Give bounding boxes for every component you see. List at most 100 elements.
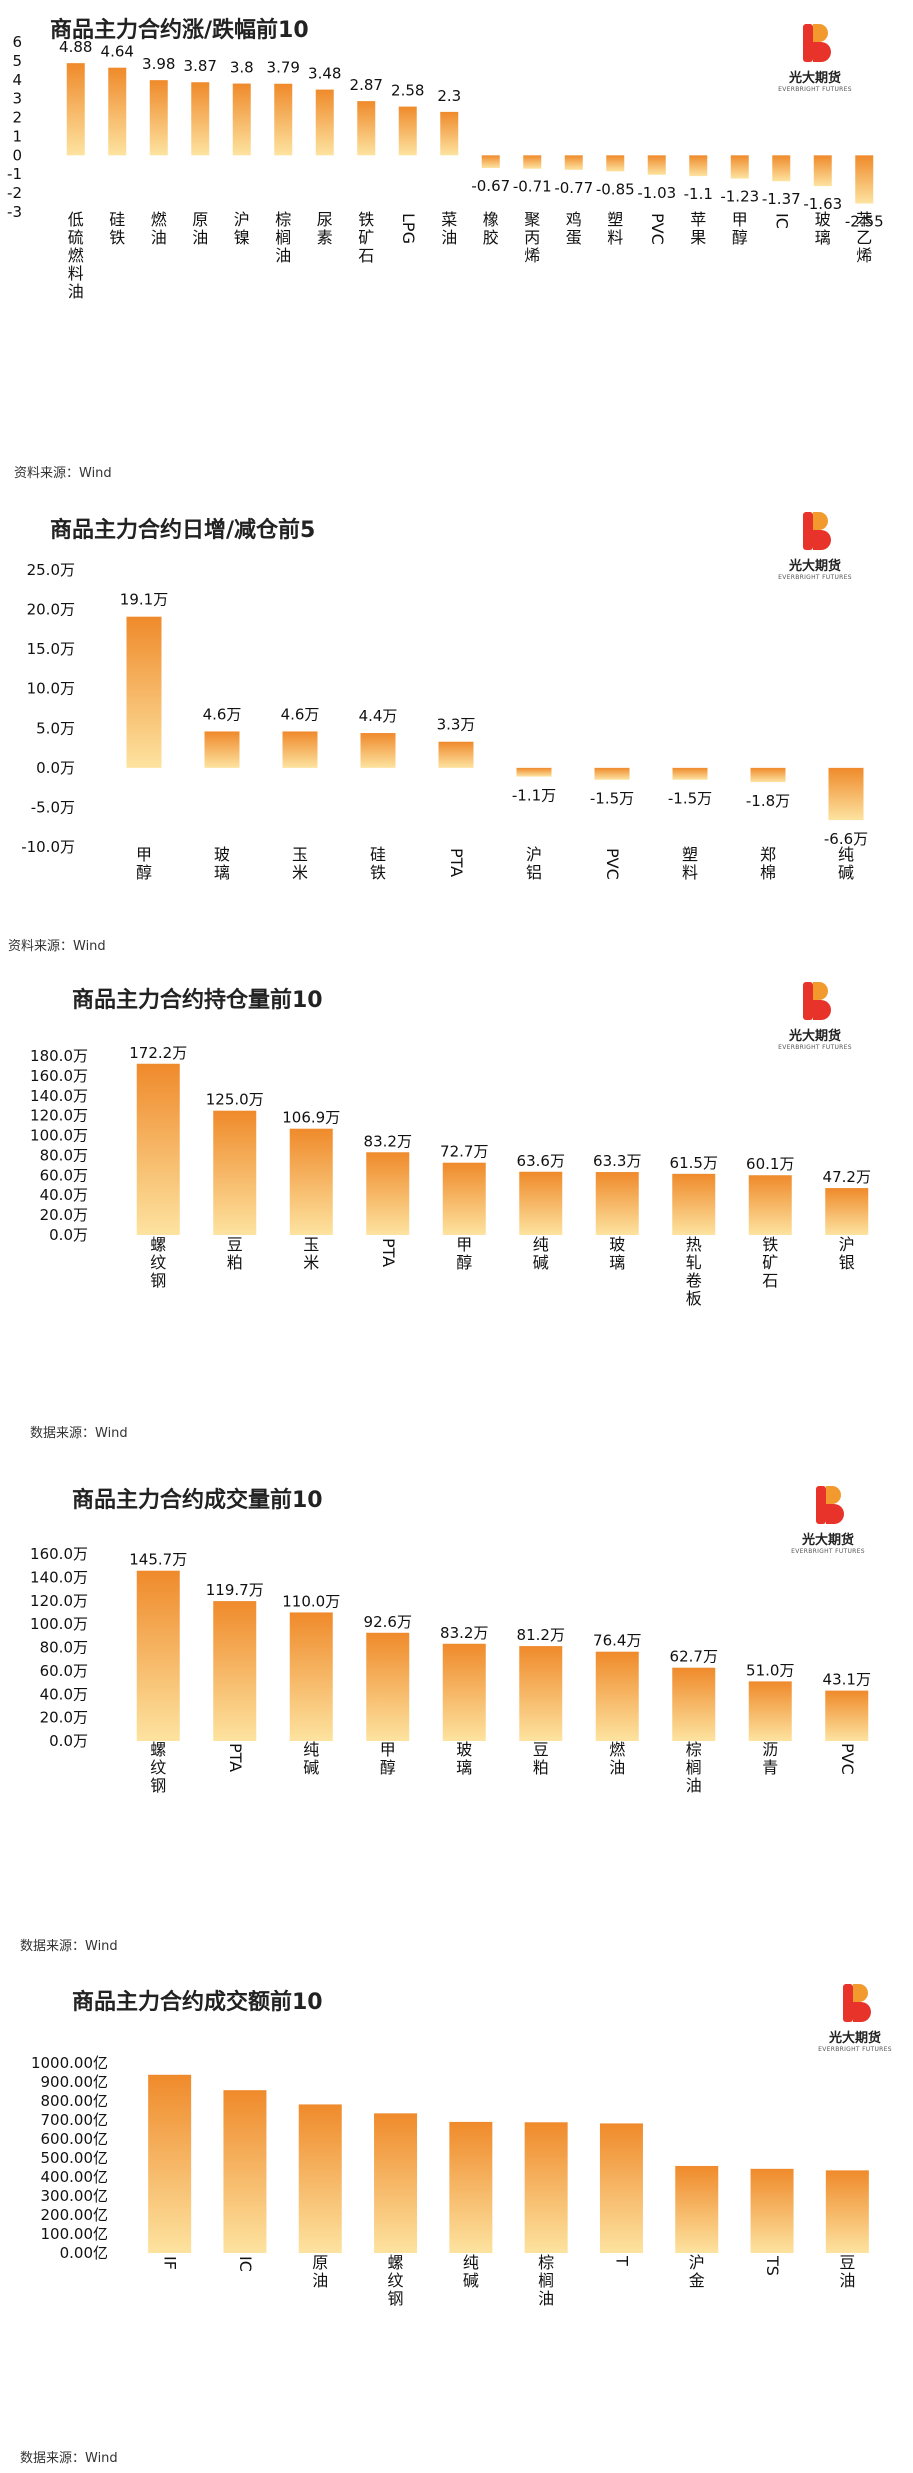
category-label: 玻璃: [456, 1740, 472, 1777]
bar: [524, 2122, 568, 2253]
data-label: -1.5万: [668, 790, 712, 808]
category-label: 玉米: [303, 1235, 319, 1272]
source-note: 数据来源：Wind: [30, 1426, 128, 1441]
y-tick-label: 20.0万: [40, 1709, 88, 1727]
y-tick-label: 500.00亿: [41, 2149, 109, 2167]
y-tick-label: 100.00亿: [41, 2225, 109, 2243]
y-tick-label: 0.00亿: [60, 2244, 108, 2262]
y-tick-label: 100.0万: [30, 1127, 88, 1145]
y-tick-label: 900.00亿: [41, 2073, 109, 2091]
y-tick-label: 60.0万: [40, 1166, 88, 1184]
data-label: 106.9万: [282, 1109, 340, 1127]
bar: [66, 63, 85, 156]
y-tick-label: 140.0万: [30, 1087, 88, 1105]
y-tick-label: 15.0万: [27, 640, 75, 658]
bar: [675, 2165, 719, 2253]
bar: [730, 155, 749, 179]
data-label: 110.0万: [282, 1592, 340, 1610]
bar: [750, 2168, 794, 2253]
bar: [223, 2090, 267, 2253]
chart-panel-oi-change: 25.0万 20.0万 15.0万 10.0万 5.0万 0.0万 -5.0万 -10.0万 1…: [0, 490, 913, 970]
logo: 光大期货 EVERBRIGHT FUTURES: [760, 510, 870, 581]
y-tick-label: -5.0万: [31, 798, 75, 816]
category-label: 玻璃: [609, 1235, 625, 1272]
y-tick-label: 20.0万: [27, 601, 75, 619]
data-label: 19.1万: [120, 591, 168, 609]
category-label: 沪银: [839, 1235, 855, 1272]
bar: [148, 2074, 192, 2253]
bar: [672, 1667, 716, 1741]
category-label: PVC: [648, 213, 667, 245]
y-tick-label: 10.0万: [27, 680, 75, 698]
y-tick-label: 180.0万: [30, 1047, 88, 1065]
y-tick-label: 25.0万: [27, 561, 75, 579]
data-label: -1.63: [803, 195, 842, 213]
category-label: 甲醇: [380, 1740, 396, 1777]
logo-name: 光大期货: [788, 71, 841, 86]
y-tick-label: 4: [12, 71, 22, 89]
panel-title: 商品主力合约涨/跌幅前10: [50, 18, 309, 43]
bar: [825, 1690, 869, 1741]
logo-name: 光大期货: [788, 1029, 841, 1044]
data-label: -1.8万: [746, 792, 790, 810]
bar: [232, 83, 251, 156]
bar: [855, 155, 874, 204]
logo-mark-icon: [843, 1984, 871, 2022]
data-label: 76.4万: [593, 1632, 641, 1650]
bar: [595, 1651, 639, 1741]
bar: [606, 155, 625, 172]
data-label: 4.88: [59, 38, 92, 56]
logo: 光大期货 EVERBRIGHT FUTURES: [760, 980, 870, 1051]
bar: [366, 1152, 410, 1235]
bar: [298, 2104, 342, 2253]
category-label: 玉米: [292, 845, 308, 882]
category-label: 甲醇: [732, 210, 748, 247]
bar: [213, 1110, 257, 1235]
category-label: 硅铁: [109, 210, 125, 247]
category-label: 聚丙烯: [524, 210, 540, 265]
logo: 光大期货 EVERBRIGHT FUTURES: [760, 22, 870, 93]
data-label: 63.3万: [593, 1152, 641, 1170]
y-tick-label: 600.00亿: [41, 2130, 109, 2148]
logo-mark-icon: [803, 512, 831, 550]
bar: [672, 767, 708, 780]
logo-mark-icon: [803, 982, 831, 1020]
y-tick-label: 0: [12, 146, 22, 164]
chart-panel-change: 6 5 4 3 2 1 0 -1 -2 -3 4.88 低硫燃料油 4.64 硅铁 3.98 燃油 3.87 原油…: [0, 0, 913, 490]
y-tick-label: 120.0万: [30, 1592, 88, 1610]
data-label: -0.85: [596, 180, 635, 198]
y-tick-label: 800.00亿: [41, 2092, 109, 2110]
logo-subtitle: EVERBRIGHT FUTURES: [778, 1044, 852, 1051]
data-label: -1.03: [637, 184, 676, 202]
category-label: 塑料: [682, 845, 698, 882]
source-note: 数据来源：Wind: [20, 1939, 118, 1954]
bar: [398, 106, 417, 156]
bar: [772, 155, 791, 182]
category-label: 硅铁: [370, 845, 386, 882]
panel-title: 商品主力合约持仓量前10: [72, 988, 323, 1013]
chart-panel-open-interest: 180.0万 160.0万 140.0万 120.0万 100.0万 80.0万 60.0万…: [0, 970, 913, 1450]
bar: [374, 2113, 418, 2253]
logo-mark-icon: [803, 24, 831, 62]
category-label: PTA: [379, 1238, 398, 1267]
category-label: 鸡蛋: [566, 210, 582, 247]
logo-name: 光大期货: [801, 1533, 854, 1548]
y-tick-label: 6: [12, 33, 22, 51]
y-tick-label: 1: [12, 127, 22, 145]
data-label: 125.0万: [206, 1091, 264, 1109]
data-label: -1.37: [762, 190, 801, 208]
bar: [813, 155, 832, 187]
y-tick-label: 20.0万: [40, 1206, 88, 1224]
bar: [828, 767, 864, 821]
category-label: 原油: [312, 2253, 328, 2290]
data-label: 81.2万: [517, 1626, 565, 1644]
bar: [825, 1188, 869, 1235]
bar: [357, 101, 376, 156]
data-label: 63.6万: [517, 1152, 565, 1170]
bar: [594, 767, 630, 780]
data-label: -0.77: [554, 179, 593, 197]
bar: [149, 80, 168, 156]
category-label: T: [612, 2255, 631, 2266]
